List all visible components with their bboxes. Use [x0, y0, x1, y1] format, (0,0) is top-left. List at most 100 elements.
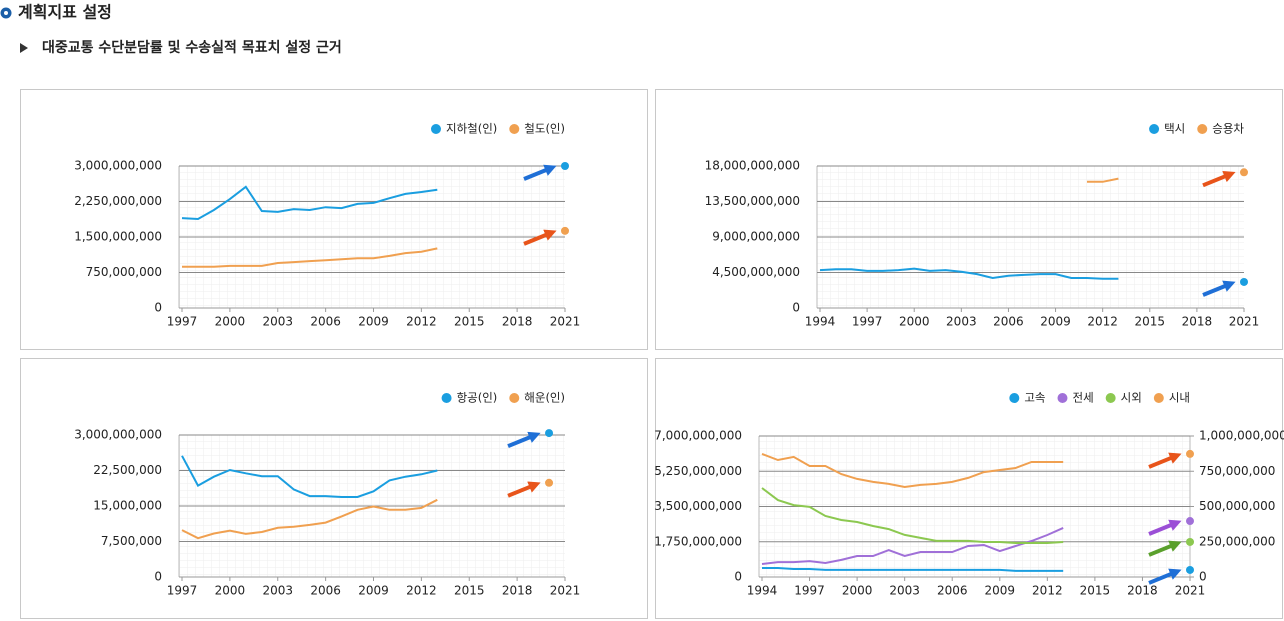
x-tick-label: 2015 — [1080, 584, 1111, 598]
y-tick-label: 7,000,000,000 — [654, 429, 742, 443]
x-tick-label: 2000 — [215, 584, 246, 598]
legend-label: 승용차 — [1212, 122, 1244, 136]
target-arrow — [1148, 452, 1182, 469]
target-arrow — [507, 431, 541, 448]
x-tick-label: 1994 — [747, 584, 778, 598]
x-tick-label: 2021 — [1229, 315, 1260, 329]
series-line — [181, 498, 438, 540]
target-point — [561, 162, 569, 170]
x-tick-label: 2018 — [502, 315, 533, 329]
legend-label: 해운(인) — [524, 391, 565, 405]
x-tick-label: 2006 — [993, 315, 1024, 329]
x-tick-label: 2021 — [1175, 584, 1206, 598]
x-tick-label: 2018 — [502, 584, 533, 598]
legend: 택시 승용차 — [1149, 122, 1244, 136]
legend-marker — [1009, 393, 1020, 403]
y-tick-label: 13,500,000,000 — [705, 194, 800, 208]
y-tick-label: 3,000,000,000 — [74, 428, 162, 442]
x-tick-label: 2009 — [358, 584, 389, 598]
x-tick-label: 2015 — [454, 315, 485, 329]
legend-marker — [430, 124, 441, 134]
section-title: 대중교통 수단분담률 및 수송실적 목표치 설정 근거 — [42, 39, 342, 56]
series-line — [181, 185, 438, 221]
y-tick-label: 4,500,000,000 — [712, 265, 800, 279]
y-tick-label: 2,250,000,000 — [74, 194, 162, 208]
legend-marker — [1149, 124, 1160, 134]
legend: 지하철(인) 철도(인) — [430, 122, 565, 136]
legend-label: 항공(인) — [457, 391, 498, 405]
legend-label: 철도(인) — [524, 122, 565, 136]
target-point — [1186, 537, 1194, 546]
x-tick-label: 1997 — [167, 315, 198, 329]
target-arrow — [1202, 280, 1236, 297]
y2-tick-label: 1,000,000,000 — [1199, 429, 1284, 443]
x-tick-label: 1997 — [852, 315, 883, 329]
x-tick-label: 2003 — [262, 584, 293, 598]
legend-marker — [1057, 393, 1068, 403]
target-point — [545, 478, 554, 487]
y-tick-label: 7,500,000 — [101, 534, 162, 548]
legend-marker — [509, 124, 520, 134]
series-line — [761, 487, 1064, 544]
x-tick-label: 2000 — [215, 315, 246, 329]
x-tick-label: 2012 — [406, 315, 437, 329]
y-tick-label: 3,500,000,000 — [654, 499, 742, 513]
x-tick-label: 2009 — [358, 315, 389, 329]
legend-label: 고속 — [1024, 391, 1045, 405]
legend-label: 전세 — [1072, 391, 1093, 405]
target-point — [1240, 168, 1248, 177]
x-tick-label: 2003 — [946, 315, 977, 329]
y-tick-label: 0 — [154, 301, 162, 315]
series-line — [182, 247, 438, 268]
bullet — [20, 43, 28, 53]
x-tick-label: 1994 — [805, 315, 836, 329]
y2-tick-label: 250,000,000 — [1199, 534, 1275, 548]
y2-tick-label: 0 — [1199, 570, 1207, 584]
target-arrow — [523, 229, 557, 246]
y-tick-label: 0 — [792, 301, 800, 315]
x-tick-label: 2021 — [550, 315, 581, 329]
target-point — [1240, 277, 1248, 286]
x-tick-label: 2000 — [842, 584, 873, 598]
target-arrow — [1148, 540, 1182, 557]
title-icon-dot — [4, 11, 8, 15]
legend-marker — [441, 393, 452, 403]
legend: 항공(인) 해운(인) — [441, 391, 565, 405]
series-line — [1087, 177, 1119, 183]
y-tick-label: 3,000,000,000 — [74, 159, 162, 173]
series-line — [761, 452, 1064, 489]
x-tick-label: 1997 — [794, 584, 825, 598]
y-tick-label: 15,000,000 — [93, 499, 162, 513]
y-tick-label: 1,500,000,000 — [74, 230, 162, 244]
legend-label: 시내 — [1169, 391, 1190, 405]
target-point — [545, 429, 554, 438]
x-tick-label: 2003 — [889, 584, 920, 598]
x-tick-label: 2006 — [310, 584, 341, 598]
chart-panel: 0 4,500,000,000 9,000,000,000 13,500,000,00… — [655, 89, 1283, 350]
x-tick-label: 2006 — [310, 315, 341, 329]
x-tick-label: 2015 — [1135, 315, 1166, 329]
series-line — [181, 455, 438, 498]
x-tick-label: 2018 — [1182, 315, 1213, 329]
chart-panel: 0 7,500,000 15,000,000 22,500,000 3,000,000,… — [20, 358, 648, 619]
page-title: 계획지표 설정 — [18, 3, 112, 22]
series-line — [762, 567, 1064, 572]
y-tick-label: 22,500,000 — [93, 463, 162, 477]
y-tick-label: 1,750,000,000 — [654, 534, 742, 548]
x-tick-label: 2021 — [550, 584, 581, 598]
series-line — [761, 526, 1064, 565]
target-arrow — [1202, 171, 1236, 188]
legend: 고속 전세 시외 시내 — [1009, 391, 1190, 405]
y-tick-label: 0 — [154, 570, 162, 584]
target-arrow — [1148, 568, 1182, 585]
legend-label: 지하철(인) — [446, 122, 497, 136]
y-tick-label: 5,250,000,000 — [654, 464, 742, 478]
legend-label: 택시 — [1164, 122, 1185, 136]
x-tick-label: 2009 — [1040, 315, 1071, 329]
chart-panel: 0 750,000,000 1,500,000,000 2,250,000,000 3,… — [20, 89, 648, 350]
legend-label: 시외 — [1121, 391, 1142, 405]
x-tick-label: 2012 — [1087, 315, 1118, 329]
x-tick-label: 2012 — [1032, 584, 1063, 598]
